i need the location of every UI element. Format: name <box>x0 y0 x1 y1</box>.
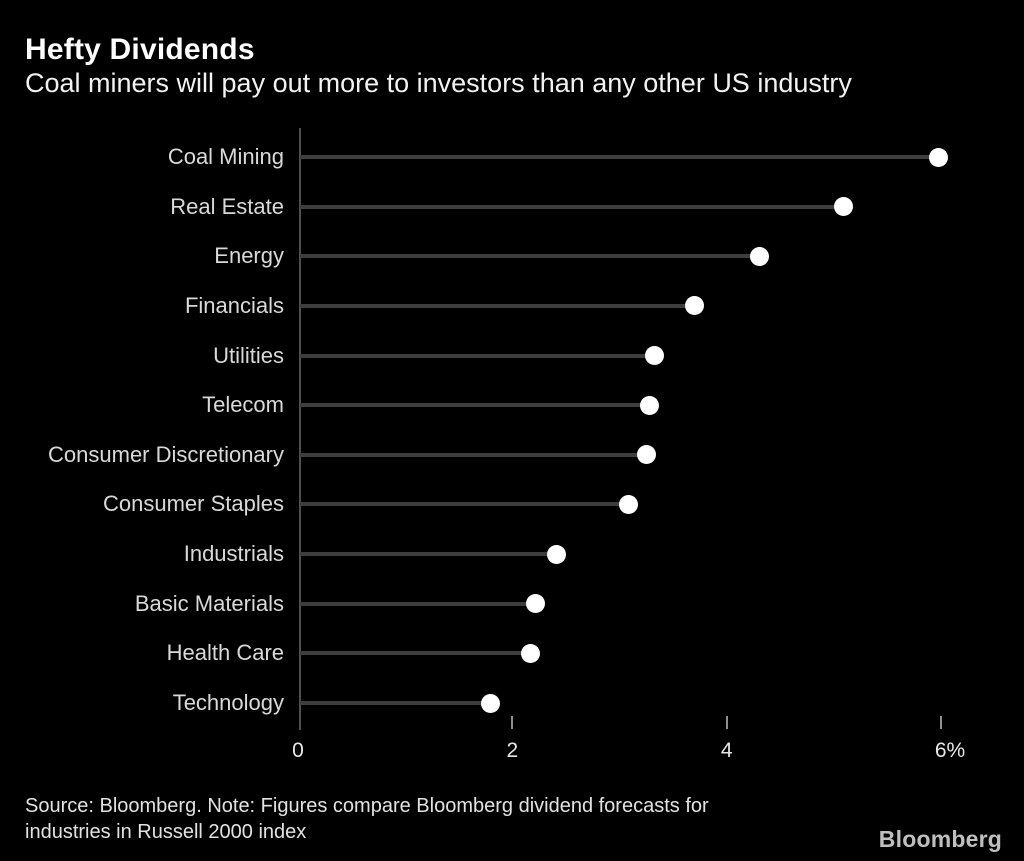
stem-line <box>300 552 557 557</box>
stem-line <box>300 353 655 358</box>
stem-line <box>300 403 650 408</box>
x-axis-tick-label: 6% <box>934 739 966 762</box>
x-axis-tick-label: 4 <box>720 739 733 762</box>
data-point-dot <box>526 594 546 614</box>
data-point-dot <box>750 246 770 266</box>
data-point-dot <box>640 395 660 415</box>
stem-line <box>300 254 760 259</box>
data-point-dot <box>833 197 853 217</box>
data-point-dot <box>685 296 705 316</box>
source-note-line: industries in Russell 2000 index <box>25 821 307 843</box>
category-label: Consumer Staples <box>103 491 284 517</box>
stem-line <box>300 502 629 507</box>
category-label: Basic Materials <box>134 590 284 616</box>
category-label: Consumer Discretionary <box>48 441 284 467</box>
stem-line <box>300 452 647 457</box>
data-point-dot <box>929 147 949 167</box>
category-label: Technology <box>172 690 284 716</box>
data-point-dot <box>636 445 656 465</box>
source-note-line: Source: Bloomberg. Note: Figures compare… <box>25 795 709 817</box>
category-label: Coal Mining <box>167 144 284 169</box>
bloomberg-logo: Bloomberg <box>878 826 1002 852</box>
category-label: Real Estate <box>170 193 284 219</box>
data-point-dot <box>546 544 566 564</box>
data-point-dot <box>481 693 501 713</box>
x-axis-tick-label: 0 <box>292 739 304 762</box>
x-axis-tick <box>511 716 514 729</box>
x-axis-tick <box>940 716 943 729</box>
category-label: Energy <box>214 243 284 269</box>
data-point-dot <box>645 346 665 366</box>
stem-line <box>300 651 531 656</box>
category-label: Utilities <box>213 342 284 368</box>
category-label: Health Care <box>166 640 284 666</box>
category-label: Telecom <box>202 392 284 418</box>
y-axis-line <box>299 128 301 730</box>
x-axis-tick <box>725 716 728 729</box>
data-point-dot <box>521 643 541 663</box>
stem-line <box>300 601 536 606</box>
category-label: Industrials <box>183 541 284 567</box>
stem-line <box>300 303 695 308</box>
data-point-dot <box>618 494 638 514</box>
chart-subtitle: Coal miners will pay out more to investo… <box>25 68 852 98</box>
stem-line <box>300 701 491 706</box>
source-note: Source: Bloomberg. Note: Figures compare… <box>25 793 709 845</box>
category-label: Financials <box>184 292 284 318</box>
chart-title: Hefty Dividends <box>25 33 255 66</box>
stem-line <box>300 155 939 159</box>
stem-line <box>300 204 844 209</box>
x-axis-tick-label: 2 <box>506 739 519 762</box>
